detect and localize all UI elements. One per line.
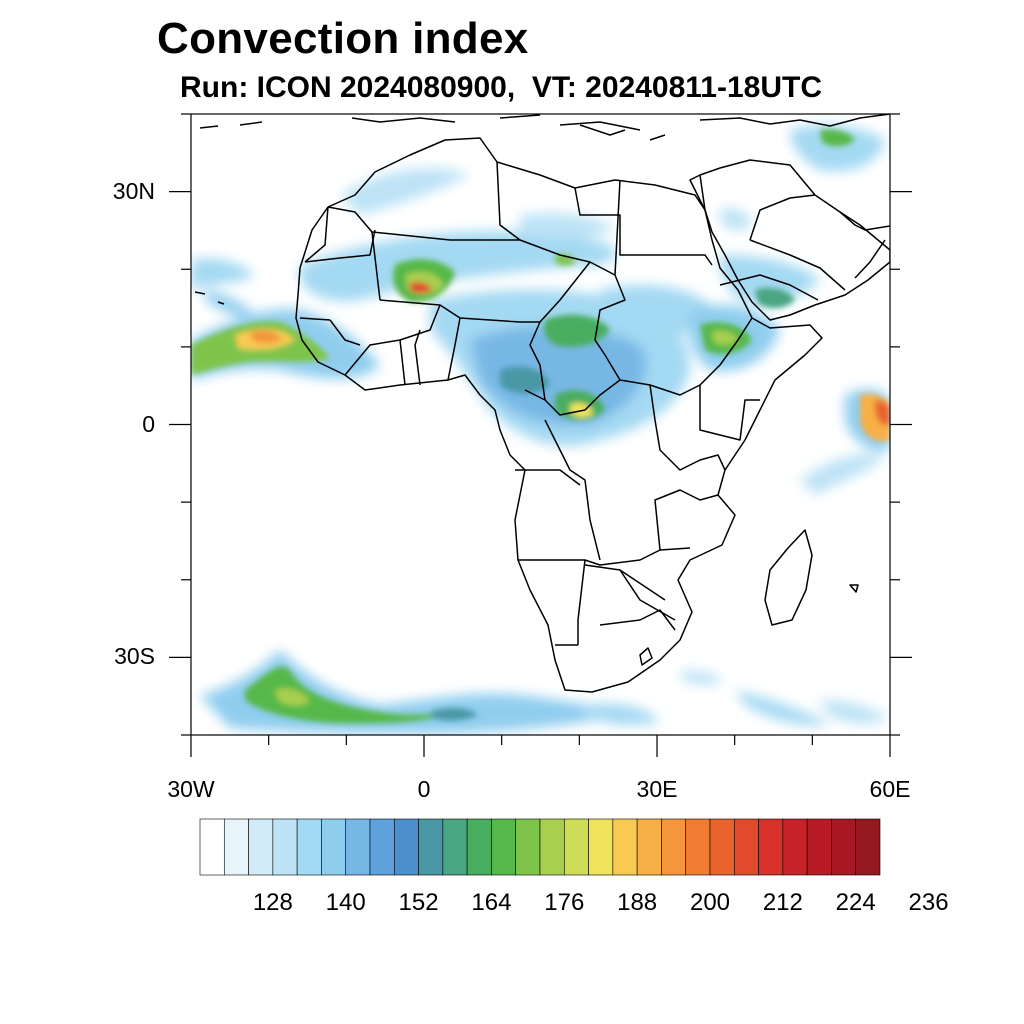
colorbar-swatch xyxy=(199,818,225,876)
colorbar-swatch xyxy=(709,818,735,876)
colorbar-swatch xyxy=(806,818,832,876)
colorbar-label: 140 xyxy=(325,889,366,916)
axis-ticks xyxy=(169,113,912,757)
lon-tick-label: 0 xyxy=(417,776,431,802)
colorbar-swatch xyxy=(321,818,347,876)
colorbar-label: 176 xyxy=(544,889,585,916)
colorbar-swatch xyxy=(563,818,589,876)
colorbar-swatch xyxy=(661,818,687,876)
coastlines-and-borders xyxy=(194,114,890,693)
colorbar-swatch xyxy=(685,818,711,876)
colorbar-swatch xyxy=(491,818,517,876)
colorbar-swatch xyxy=(345,818,371,876)
colorbar-label: 224 xyxy=(835,889,876,916)
colorbar-label: 188 xyxy=(617,889,658,916)
africa-coastline xyxy=(295,137,823,693)
colorbar-swatch xyxy=(418,818,444,876)
lat-tick-label: 30N xyxy=(112,177,155,204)
colorbar-swatch xyxy=(636,818,662,876)
colorbar-swatch xyxy=(248,818,274,876)
colorbar-swatch xyxy=(369,818,395,876)
colorbar-label: 164 xyxy=(471,889,512,916)
colorbar-swatch xyxy=(855,818,881,876)
colorbar-swatch xyxy=(272,818,298,876)
chart-title: Convection index xyxy=(157,14,529,63)
lon-tick-label: 30W xyxy=(167,776,215,802)
colorbar-swatch xyxy=(223,818,249,876)
colorbar-swatch xyxy=(442,818,468,876)
lon-tick-label: 60E xyxy=(869,776,911,802)
colorbar-swatch xyxy=(393,818,419,876)
colorbar-swatch xyxy=(612,818,638,876)
colorbar-swatch xyxy=(539,818,565,876)
madagascar-coastline xyxy=(764,529,813,626)
lat-tick-label: 0 xyxy=(142,410,155,437)
arabia-coastline xyxy=(699,159,890,321)
colorbar-swatch xyxy=(758,818,784,876)
colorbar-label: 200 xyxy=(689,889,731,916)
colorbar-label: 128 xyxy=(252,889,293,916)
colorbar-label: 212 xyxy=(762,889,803,916)
lat-tick-label: 30S xyxy=(114,643,155,670)
lon-tick-label: 30E xyxy=(636,776,678,802)
colorbar-swatch xyxy=(515,818,541,876)
chart-subtitle: Run: ICON 2024080900, VT: 20240811-18UTC xyxy=(180,71,822,104)
colorbar-label: 236 xyxy=(908,889,949,916)
colorbar-swatch xyxy=(588,818,614,876)
colorbar-swatch xyxy=(831,818,857,876)
colorbar-label: 152 xyxy=(398,889,439,916)
colorbar-swatch xyxy=(733,818,759,876)
colorbar-swatch xyxy=(782,818,808,876)
colorbar-swatch xyxy=(466,818,492,876)
colorbar-swatch xyxy=(296,818,322,876)
